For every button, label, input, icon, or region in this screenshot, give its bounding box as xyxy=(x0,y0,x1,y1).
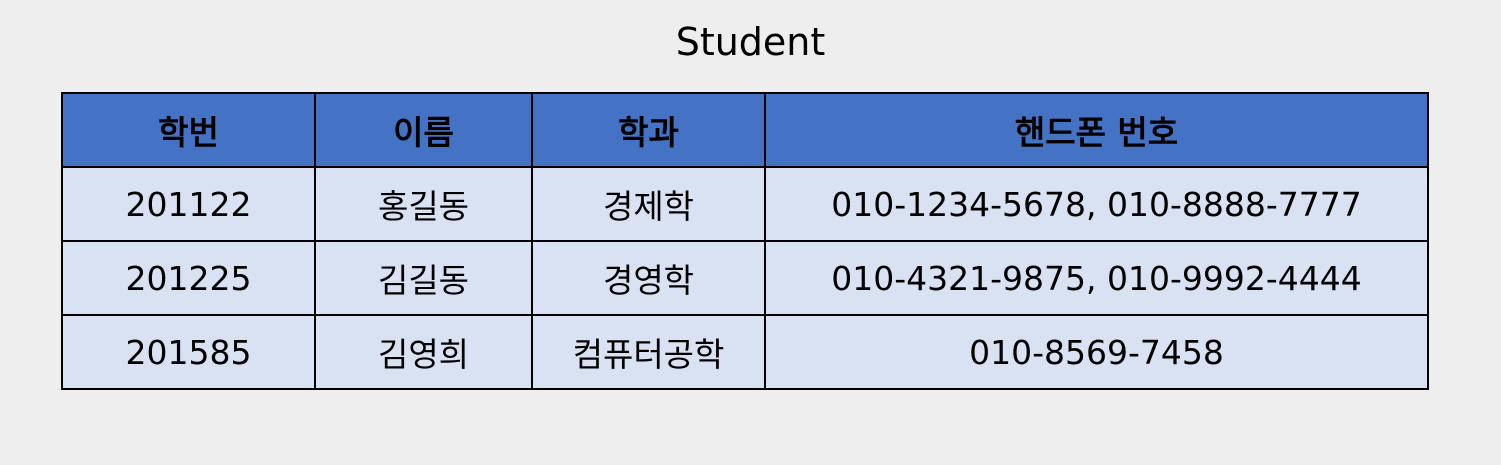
cell-name: 김영희 xyxy=(314,314,533,390)
header-department: 학과 xyxy=(531,92,766,168)
cell-name: 김길동 xyxy=(314,240,533,316)
cell-name: 홍길동 xyxy=(314,166,533,242)
header-student-id: 학번 xyxy=(61,92,316,168)
header-phone: 핸드폰 번호 xyxy=(764,92,1429,168)
student-table: 학번 이름 학과 핸드폰 번호 201122 홍길동 경제학 010-1234-… xyxy=(61,92,1429,390)
table-row: 201585 김영희 컴퓨터공학 010-8569-7458 xyxy=(61,314,1429,390)
cell-department: 경제학 xyxy=(531,166,766,242)
cell-phone: 010-4321-9875, 010-9992-4444 xyxy=(764,240,1429,316)
cell-phone: 010-8569-7458 xyxy=(764,314,1429,390)
cell-student-id: 201225 xyxy=(61,240,316,316)
table-row: 201225 김길동 경영학 010-4321-9875, 010-9992-4… xyxy=(61,240,1429,316)
cell-student-id: 201585 xyxy=(61,314,316,390)
table-row: 201122 홍길동 경제학 010-1234-5678, 010-8888-7… xyxy=(61,166,1429,242)
cell-student-id: 201122 xyxy=(61,166,316,242)
header-row: 학번 이름 학과 핸드폰 번호 xyxy=(61,92,1429,168)
table-title: Student xyxy=(675,20,826,64)
cell-department: 경영학 xyxy=(531,240,766,316)
cell-department: 컴퓨터공학 xyxy=(531,314,766,390)
cell-phone: 010-1234-5678, 010-8888-7777 xyxy=(764,166,1429,242)
header-name: 이름 xyxy=(314,92,533,168)
